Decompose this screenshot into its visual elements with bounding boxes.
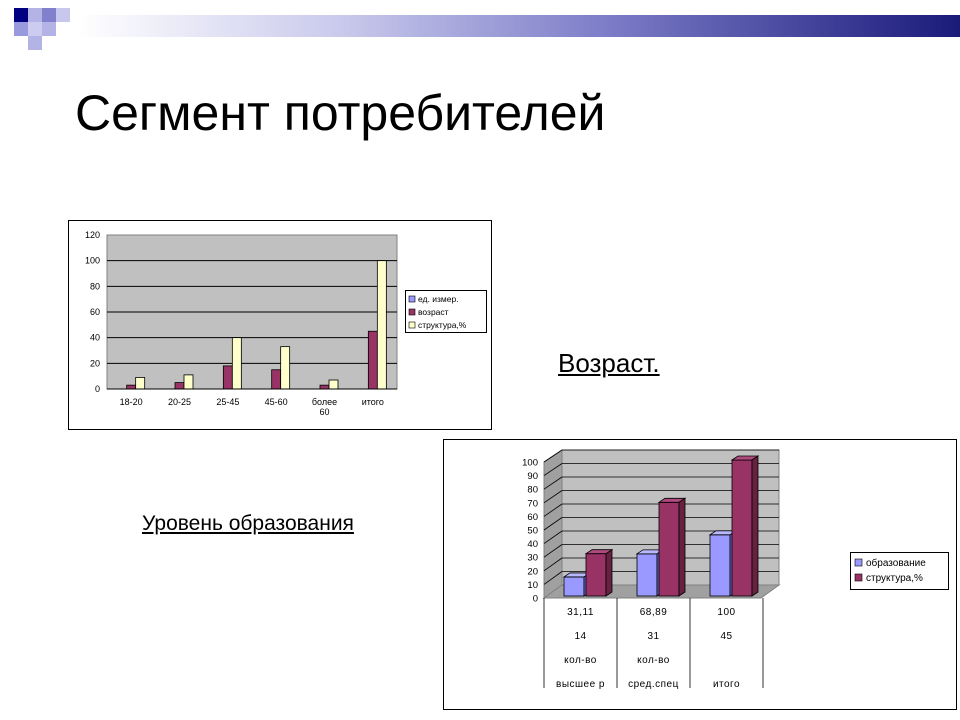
edu-legend-swatch xyxy=(854,573,863,582)
age-legend-box xyxy=(405,290,487,333)
edu-bar-side xyxy=(678,497,686,597)
age-xtick-label: более 60 xyxy=(312,397,337,417)
edu-ytick-label: 30 xyxy=(527,553,538,564)
edu-ytick-label: 70 xyxy=(527,498,538,509)
edu-table-cell: 31,11 xyxy=(567,607,594,618)
age-legend-swatch xyxy=(408,308,416,316)
age-legend-label: ед. измер. xyxy=(418,294,459,304)
edu-bar xyxy=(585,553,607,597)
edu-bar xyxy=(563,576,585,597)
edu-table-cell: 68,89 xyxy=(640,607,668,618)
age-ytick-label: 20 xyxy=(90,358,100,368)
age-legend-swatch xyxy=(408,321,416,329)
edu-table-cell: 14 xyxy=(574,631,586,642)
age-label: Возраст. xyxy=(558,348,660,378)
age-ytick-label: 80 xyxy=(90,281,100,291)
slide-title: Сегмент потребителей xyxy=(75,85,606,141)
edu-table-cell: кол-во xyxy=(564,655,597,666)
edu-ytick-label: 100 xyxy=(522,458,538,469)
age-ytick-label: 100 xyxy=(85,256,100,266)
edu-table-cell: 100 xyxy=(717,607,735,618)
age-ytick-label: 40 xyxy=(90,333,100,343)
edu-bar xyxy=(709,534,731,597)
edu-table-cell: 45 xyxy=(720,631,732,642)
edu-bar xyxy=(658,501,680,597)
edu-table-cell: итого xyxy=(713,679,740,690)
age-xtick-label: 25-45 xyxy=(216,397,239,407)
edu-bar xyxy=(731,459,753,597)
edu-table-cell: 31 xyxy=(647,631,659,642)
age-xtick-label: 20-25 xyxy=(168,397,191,407)
edu-ytick-label: 50 xyxy=(527,526,538,537)
edu-legend-swatch xyxy=(854,558,863,567)
edu-ytick-label: 20 xyxy=(527,566,538,577)
corner-decoration xyxy=(0,0,80,60)
edu-table-cell: высшее р xyxy=(556,679,605,690)
edu-bar-side xyxy=(751,455,759,597)
age-ytick-label: 120 xyxy=(85,230,100,240)
edu-bar-side xyxy=(605,548,613,597)
edu-legend-label: образование xyxy=(866,557,926,569)
edu-legend-label: структура,% xyxy=(866,573,923,584)
age-xtick-label: 45-60 xyxy=(265,397,288,407)
age-legend-label: структура,% xyxy=(418,320,467,330)
age-ytick-label: 60 xyxy=(90,307,100,317)
edu-ytick-label: 40 xyxy=(527,539,538,550)
edu-table-cell: кол-во xyxy=(637,655,670,666)
header-gradient-bar xyxy=(78,15,960,37)
age-legend-swatch xyxy=(408,295,416,303)
education-legend-box xyxy=(850,552,949,590)
edu-ytick-label: 90 xyxy=(527,471,538,482)
edu-ytick-label: 80 xyxy=(527,485,538,496)
edu-ytick-label: 60 xyxy=(527,512,538,523)
age-xtick-label: итого xyxy=(362,397,384,407)
edu-bar xyxy=(636,553,658,597)
age-xtick-label: 18-20 xyxy=(120,397,143,407)
age-legend-label: возраст xyxy=(418,307,449,317)
education-label: Уровень образования xyxy=(142,512,354,535)
edu-ytick-label: 10 xyxy=(527,580,538,591)
age-ytick-label: 0 xyxy=(95,384,100,394)
edu-table-cell: сред.спец xyxy=(628,679,679,690)
edu-ytick-label: 0 xyxy=(533,594,538,605)
